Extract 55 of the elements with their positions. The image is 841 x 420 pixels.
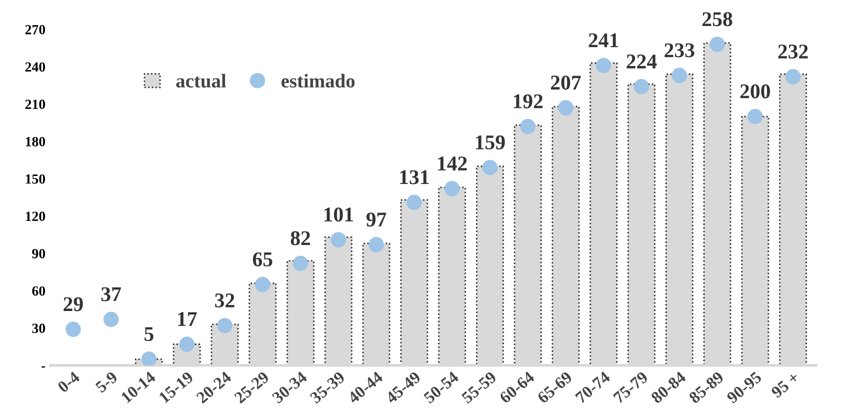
point	[368, 237, 384, 252]
data-label: 29	[64, 297, 83, 312]
y-tick-label: 90	[32, 248, 46, 258]
point	[254, 276, 270, 292]
point	[634, 79, 650, 94]
data-label: 37	[101, 287, 121, 302]
y-tick-label: 150	[26, 174, 46, 184]
point	[330, 232, 346, 248]
x-tick-label: 0-4	[56, 370, 80, 394]
point	[520, 118, 536, 134]
data-label: 17	[178, 312, 197, 326]
x-tick-label: 5-9	[94, 371, 118, 394]
point	[672, 68, 688, 84]
data-label: 5	[144, 327, 154, 342]
data-label: 32	[215, 293, 234, 308]
data-label: 192	[514, 94, 543, 108]
point	[292, 256, 308, 271]
point	[103, 312, 119, 327]
y-tick-label: 270	[25, 24, 46, 34]
y-tick-label: 60	[32, 286, 46, 296]
point	[482, 160, 498, 176]
point	[217, 318, 232, 334]
y-tick-label: 210	[25, 100, 46, 110]
data-label: 159	[476, 135, 505, 150]
data-label: 82	[290, 231, 310, 246]
data-label: 233	[664, 43, 694, 58]
y-tick-label: 30	[32, 324, 46, 334]
point	[141, 352, 157, 366]
point	[406, 194, 422, 210]
point	[179, 336, 194, 352]
data-label: 200	[740, 84, 770, 98]
point	[596, 58, 612, 74]
point	[558, 100, 574, 116]
point	[748, 108, 763, 124]
data-label: 101	[324, 208, 353, 222]
data-label: 65	[252, 252, 272, 266]
y-tick-label: -	[41, 366, 46, 368]
point	[444, 181, 460, 196]
data-label: 131	[400, 170, 429, 184]
y-tick-label: 120	[26, 212, 46, 222]
data-label: 224	[626, 54, 657, 68]
x-tick-label: 95 +	[770, 371, 800, 398]
data-label: 97	[366, 212, 386, 227]
data-label: 207	[550, 76, 581, 90]
point	[710, 36, 725, 52]
point	[66, 322, 81, 337]
legend-label: actual	[176, 74, 226, 88]
y-tick-label: 180	[26, 136, 46, 146]
point	[785, 69, 801, 84]
legend-label: estimado	[281, 74, 355, 88]
data-label: 232	[778, 44, 808, 59]
y-tick-label: 240	[25, 62, 46, 72]
data-label: 142	[438, 156, 467, 170]
data-label: 258	[702, 12, 732, 26]
data-label: 241	[588, 33, 618, 48]
